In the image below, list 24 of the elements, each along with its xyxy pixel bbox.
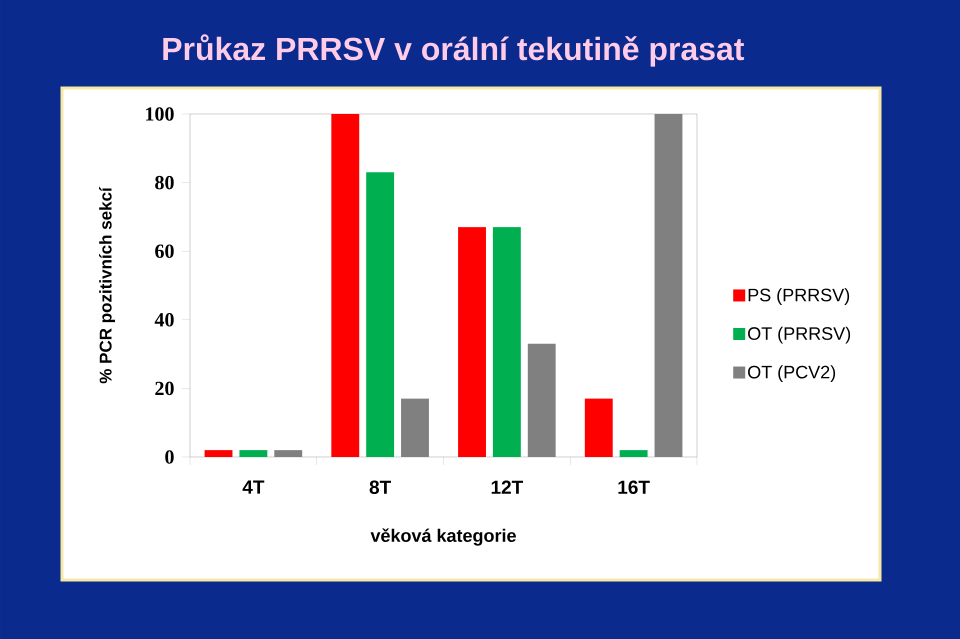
y-tick-label: 0 — [165, 450, 174, 464]
x-tick-label: 8T — [370, 480, 392, 494]
y-axis-title: % PCR pozitivních sekcí — [99, 186, 116, 384]
y-tick-label: 80 — [155, 176, 174, 190]
x-axis-title: věková kategorie — [370, 528, 516, 546]
bar — [239, 450, 268, 457]
legend-label: OT (PRRSV) — [748, 326, 850, 344]
y-tick-label: 20 — [155, 382, 174, 396]
x-tick-label: 16T — [618, 480, 650, 494]
x-tick-label: 4T — [242, 480, 264, 494]
bar — [492, 227, 521, 457]
bar — [620, 450, 648, 457]
bar — [584, 398, 613, 457]
x-tick-label: 12T — [492, 480, 524, 494]
y-tick-label: 60 — [155, 244, 174, 258]
bar — [458, 227, 486, 457]
chart-title: Průkaz PRRSV v orální tekutině prasat — [163, 34, 744, 67]
bar — [204, 450, 232, 457]
bar — [366, 172, 394, 457]
legend-label: OT (PCV2) — [748, 365, 836, 382]
y-tick-label: 100 — [146, 107, 174, 121]
bar — [331, 114, 360, 457]
legend-label: PS (PRRSV) — [748, 288, 850, 305]
y-tick-label: 40 — [154, 313, 174, 327]
